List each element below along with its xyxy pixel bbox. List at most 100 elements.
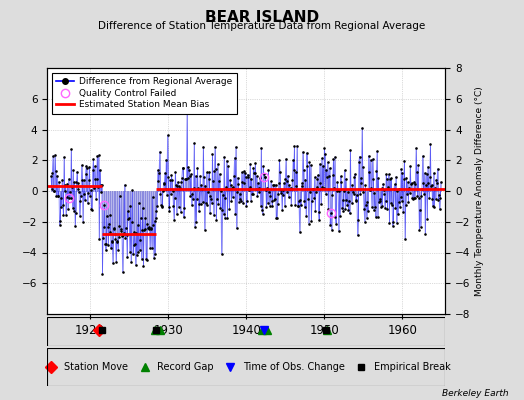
Point	[242, 203, 250, 209]
Point	[238, 179, 247, 186]
Point	[394, 210, 402, 217]
Point	[371, 204, 379, 210]
Point	[75, 189, 83, 196]
Point	[386, 176, 394, 182]
Point	[291, 202, 299, 208]
Point	[375, 199, 383, 206]
Point	[184, 164, 192, 170]
Point	[61, 188, 69, 194]
Point	[400, 158, 409, 164]
Point	[436, 195, 444, 202]
Point	[377, 185, 386, 192]
Point	[81, 171, 90, 177]
Point	[237, 169, 246, 176]
Point	[366, 157, 375, 163]
Point	[177, 179, 185, 186]
Point	[435, 206, 444, 212]
Point	[379, 187, 388, 194]
Point	[54, 178, 63, 185]
Point	[105, 220, 113, 227]
Point	[247, 198, 255, 204]
Point	[366, 186, 374, 193]
Point	[151, 215, 160, 222]
Point	[116, 227, 125, 234]
Point	[274, 201, 282, 207]
Point	[313, 176, 321, 182]
Point	[296, 229, 304, 235]
Point	[56, 218, 64, 224]
Point	[90, 185, 98, 191]
Point	[59, 201, 67, 208]
Point	[347, 200, 356, 207]
Point	[382, 171, 390, 178]
Point	[226, 182, 235, 189]
Point	[202, 200, 210, 206]
Point	[343, 202, 351, 208]
Point	[217, 188, 225, 194]
Point	[428, 181, 436, 188]
Point	[282, 188, 291, 195]
Point	[57, 194, 65, 201]
Point	[267, 178, 275, 184]
Point	[144, 225, 152, 231]
Point	[406, 189, 414, 196]
Point	[99, 235, 107, 242]
Point	[172, 182, 180, 188]
Point	[170, 216, 178, 223]
Point	[139, 205, 147, 211]
Point	[359, 189, 368, 195]
Point	[432, 177, 441, 183]
Point	[280, 180, 288, 186]
Point	[227, 198, 235, 205]
Point	[116, 193, 124, 200]
Point	[95, 236, 103, 242]
Point	[97, 181, 106, 188]
Point	[364, 152, 373, 159]
Point	[153, 203, 161, 209]
Point	[159, 180, 168, 186]
Point	[283, 178, 291, 185]
Point	[70, 179, 79, 186]
Point	[100, 224, 108, 230]
Point	[374, 214, 382, 221]
Point	[398, 198, 406, 204]
Point	[297, 202, 305, 208]
Point	[232, 144, 240, 150]
Point	[121, 182, 129, 188]
Point	[167, 191, 175, 197]
Point	[402, 175, 410, 181]
Point	[342, 197, 351, 203]
Point	[363, 199, 372, 206]
Point	[213, 161, 222, 167]
Point	[74, 186, 83, 192]
Point	[244, 174, 253, 180]
Point	[108, 239, 116, 245]
Point	[186, 192, 194, 199]
Point	[314, 172, 322, 178]
Point	[310, 174, 319, 180]
Point	[80, 177, 88, 183]
Point	[223, 215, 232, 221]
Point	[127, 259, 135, 265]
Point	[417, 224, 425, 230]
Point	[225, 206, 234, 212]
Point	[304, 196, 312, 202]
Point	[115, 223, 124, 229]
Point	[393, 188, 401, 194]
Point	[271, 182, 280, 188]
Point	[303, 163, 312, 169]
Point	[165, 208, 173, 214]
Point	[406, 163, 414, 169]
Point	[169, 203, 178, 210]
Point	[261, 174, 269, 180]
Point	[431, 196, 440, 202]
Point	[404, 198, 412, 205]
Point	[305, 159, 313, 166]
Point	[72, 179, 81, 186]
Point	[76, 198, 84, 204]
Point	[140, 226, 149, 232]
Point	[150, 218, 159, 224]
Point	[256, 174, 264, 181]
Point	[392, 220, 401, 226]
Point	[372, 214, 380, 220]
